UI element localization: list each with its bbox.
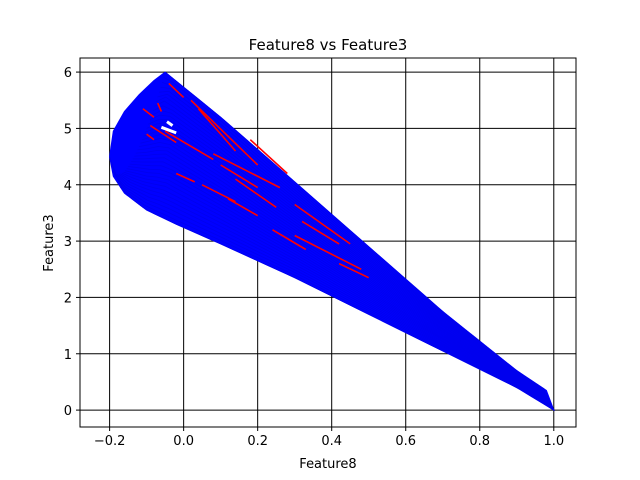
- blue-series-curve: [143, 129, 555, 411]
- ticks: −0.2 0.0 0.2 0.4 0.6 0.8 1.0 0 1 2 3 4 5 6: [64, 66, 564, 449]
- red-series-segment: [272, 229, 307, 251]
- blue-series-curve: [121, 172, 555, 411]
- blue-series-curve: [110, 164, 555, 411]
- blue-series-curve: [112, 170, 555, 411]
- x-tick-label: 0.0: [173, 434, 194, 449]
- blue-series-curve: [118, 173, 555, 411]
- blue-series-curve: [141, 133, 555, 411]
- blue-series-curve: [154, 100, 555, 411]
- red-series-segment: [197, 108, 237, 152]
- red-series-segment: [338, 262, 370, 279]
- red-series-segment: [249, 139, 288, 175]
- red-series-segment: [142, 108, 155, 118]
- blue-series-curve: [128, 166, 555, 411]
- y-tick-label: 4: [64, 179, 72, 194]
- blue-series-curve: [131, 161, 555, 411]
- y-tick-label: 1: [64, 348, 72, 363]
- blue-series-curve: [161, 82, 555, 411]
- red-series-segment: [164, 130, 214, 161]
- blue-series-curve: [164, 71, 555, 411]
- blue-series-curve: [149, 114, 555, 411]
- x-axis-label: Feature8: [299, 457, 356, 472]
- x-tick-label: −0.2: [94, 434, 126, 449]
- y-tick-label: 6: [64, 66, 72, 81]
- blue-series-curve: [148, 118, 555, 411]
- red-series-segment: [149, 124, 177, 144]
- red-series-segment: [201, 184, 236, 203]
- x-tick-label: 1.0: [543, 434, 564, 449]
- red-series-segment: [301, 220, 340, 245]
- red-series-segment: [146, 133, 155, 141]
- x-tick-label: 0.6: [395, 434, 416, 449]
- blue-series-curve: [155, 96, 555, 411]
- axes-frame: [79, 57, 577, 428]
- data-layer: [109, 71, 555, 412]
- plot-area: −0.2 0.0 0.2 0.4 0.6 0.8 1.0 0 1 2 3 4 5 6: [64, 57, 577, 449]
- red-series-segment: [190, 99, 259, 166]
- red-series-segment: [294, 203, 351, 245]
- blue-series-curve: [123, 171, 555, 411]
- blue-series-curve: [134, 153, 555, 411]
- y-axis-label: Feature3: [42, 214, 57, 271]
- blue-series-curve: [109, 156, 555, 411]
- red-series-segment: [235, 178, 277, 208]
- red-series-segment: [156, 102, 163, 112]
- x-tick-label: 0.8: [469, 434, 490, 449]
- red-series-segment: [294, 234, 362, 271]
- blue-series-curve: [151, 110, 555, 411]
- blue-series-curve: [163, 76, 555, 411]
- blue-series-curve: [115, 173, 555, 411]
- red-series-segment: [227, 198, 259, 217]
- blue-series-curve: [126, 168, 555, 411]
- blue-series-curve: [117, 173, 555, 411]
- y-tick-label: 2: [64, 291, 72, 306]
- blue-series-curve: [160, 87, 555, 411]
- blue-series-curve: [132, 157, 555, 411]
- y-tick-label: 3: [64, 235, 72, 250]
- chart-title: Feature8 vs Feature3: [249, 36, 408, 54]
- blue-series-curve: [120, 173, 555, 411]
- blue-series-curve: [129, 163, 555, 411]
- blue-series-curve: [138, 141, 555, 411]
- y-tick-label: 0: [64, 404, 72, 419]
- x-tick-label: 0.2: [247, 434, 268, 449]
- blue-series-curve: [137, 146, 555, 411]
- y-tick-label: 5: [64, 122, 72, 137]
- blue-series-curve: [158, 90, 555, 411]
- band-gap: [160, 125, 177, 135]
- blue-series-curve: [152, 105, 555, 411]
- blue-series-curve: [124, 170, 555, 411]
- red-series-segment: [212, 153, 281, 189]
- x-tick-label: 0.4: [321, 434, 342, 449]
- blue-series-curve: [144, 124, 555, 411]
- blue-series-curve: [113, 173, 555, 411]
- red-series-segment: [175, 172, 196, 183]
- band-gap: [166, 120, 174, 127]
- red-series-segment: [168, 82, 185, 98]
- red-series-segment: [220, 164, 259, 189]
